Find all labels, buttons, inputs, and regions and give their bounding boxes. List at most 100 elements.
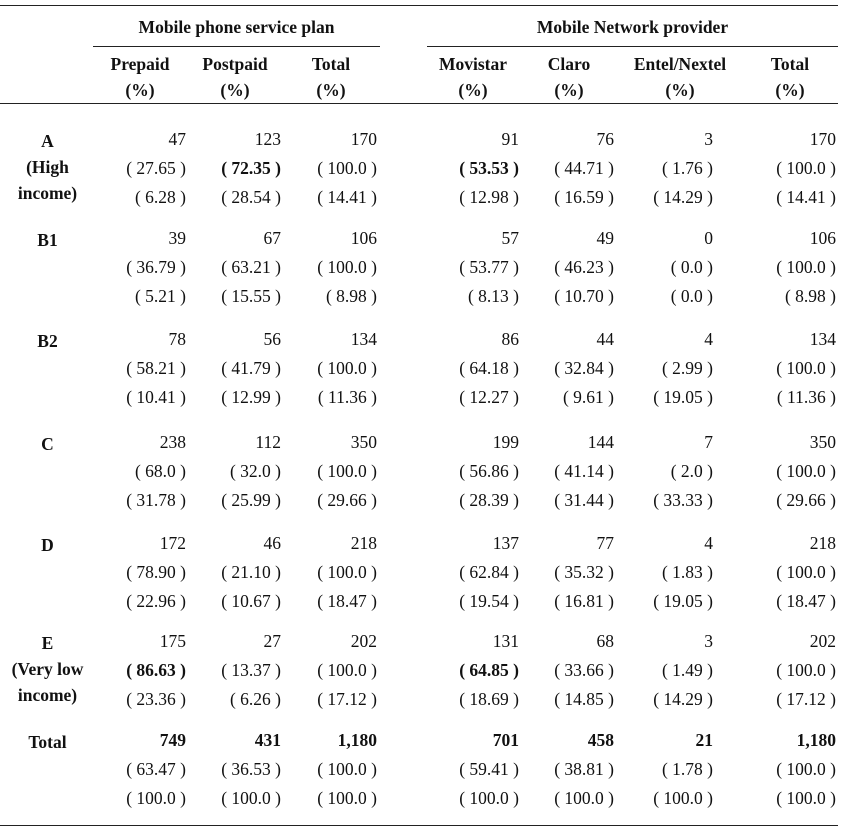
count-cell: 123 xyxy=(254,129,281,149)
count-cell: 46 xyxy=(263,533,282,553)
column-percent-cell: ( 100.0 ) xyxy=(554,788,614,808)
count-cell: 21 xyxy=(695,730,714,750)
column-header-unit: (%) xyxy=(125,80,155,100)
column-percent-cell: ( 100.0 ) xyxy=(653,788,713,808)
count-cell: 57 xyxy=(501,228,520,248)
row-label: D xyxy=(0,532,95,558)
column-percent-cell: ( 100.0 ) xyxy=(317,788,377,808)
column-percent-cell: ( 14.29 ) xyxy=(653,689,713,709)
column-percent-cell: ( 18.69 ) xyxy=(459,689,519,709)
column-percent-cell: ( 31.78 ) xyxy=(126,490,186,510)
column-header: Total (%) xyxy=(730,51,850,103)
count-cell: 170 xyxy=(350,129,377,149)
row-label-line: B1 xyxy=(37,230,58,250)
count-cell: 218 xyxy=(350,533,377,553)
count-cell: 144 xyxy=(587,432,614,452)
column-header-unit: (%) xyxy=(220,80,250,100)
row-percent-cell: ( 35.32 ) xyxy=(554,562,614,582)
row-percent-cell: ( 64.85 ) xyxy=(459,660,519,680)
column-percent-cell: ( 25.99 ) xyxy=(221,490,281,510)
column-header: Postpaid (%) xyxy=(175,51,295,103)
count-cell: 701 xyxy=(492,730,519,750)
top-rule xyxy=(0,5,838,6)
row-label-line: A xyxy=(41,131,54,151)
count-cell: 175 xyxy=(159,631,186,651)
row-percent-cell: ( 44.71 ) xyxy=(554,158,614,178)
count-cell: 238 xyxy=(159,432,186,452)
row-label-line: B2 xyxy=(37,331,58,351)
column-percent-cell: ( 100.0 ) xyxy=(776,788,836,808)
column-percent-cell: ( 15.55 ) xyxy=(221,286,281,306)
row-percent-cell: ( 100.0 ) xyxy=(776,158,836,178)
column-header: Claro (%) xyxy=(509,51,629,103)
row-percent-cell: ( 68.0 ) xyxy=(134,461,186,481)
column-header-unit: (%) xyxy=(554,80,584,100)
count-cell: 78 xyxy=(168,329,187,349)
row-percent-cell: ( 100.0 ) xyxy=(317,660,377,680)
column-percent-cell: ( 29.66 ) xyxy=(776,490,836,510)
row-label: E (Very low income) xyxy=(0,630,95,708)
column-percent-cell: ( 9.61 ) xyxy=(562,387,614,407)
column-header-name: Total xyxy=(770,54,810,74)
column-percent-cell: ( 12.27 ) xyxy=(459,387,519,407)
column-header-name: Claro xyxy=(547,54,591,74)
column-percent-cell: ( 8.98 ) xyxy=(784,286,836,306)
count-cell: 27 xyxy=(263,631,282,651)
group-header-provider: Mobile Network provider xyxy=(536,17,729,37)
row-percent-cell: ( 1.83 ) xyxy=(661,562,713,582)
row-percent-cell: ( 0.0 ) xyxy=(670,257,713,277)
count-cell: 106 xyxy=(350,228,377,248)
row-percent-cell: ( 63.47 ) xyxy=(126,759,186,779)
column-percent-cell: ( 28.54 ) xyxy=(221,187,281,207)
count-cell: 3 xyxy=(704,129,713,149)
count-cell: 0 xyxy=(704,228,713,248)
count-cell: 47 xyxy=(168,129,187,149)
column-header: Prepaid (%) xyxy=(80,51,200,103)
count-cell: 131 xyxy=(492,631,519,651)
column-header-name: Movistar xyxy=(438,54,508,74)
row-percent-cell: ( 36.53 ) xyxy=(221,759,281,779)
row-percent-cell: ( 100.0 ) xyxy=(317,461,377,481)
row-percent-cell: ( 72.35 ) xyxy=(221,158,281,178)
row-percent-cell: ( 64.18 ) xyxy=(459,358,519,378)
column-percent-cell: ( 19.05 ) xyxy=(653,591,713,611)
count-cell: 1,180 xyxy=(796,730,836,750)
row-label: Total xyxy=(0,729,95,755)
column-header-unit: (%) xyxy=(458,80,488,100)
count-cell: 202 xyxy=(350,631,377,651)
row-percent-cell: ( 59.41 ) xyxy=(459,759,519,779)
column-percent-cell: ( 10.41 ) xyxy=(126,387,186,407)
row-label-line: C xyxy=(41,434,54,454)
row-percent-cell: ( 100.0 ) xyxy=(317,759,377,779)
row-percent-cell: ( 100.0 ) xyxy=(776,461,836,481)
row-percent-cell: ( 62.84 ) xyxy=(459,562,519,582)
row-percent-cell: ( 100.0 ) xyxy=(317,358,377,378)
column-percent-cell: ( 14.41 ) xyxy=(776,187,836,207)
row-percent-cell: ( 32.0 ) xyxy=(229,461,281,481)
count-cell: 39 xyxy=(168,228,187,248)
count-cell: 76 xyxy=(596,129,615,149)
column-header-name: Prepaid xyxy=(110,54,170,74)
row-percent-cell: ( 53.53 ) xyxy=(459,158,519,178)
count-cell: 44 xyxy=(596,329,615,349)
count-cell: 199 xyxy=(492,432,519,452)
row-percent-cell: ( 27.65 ) xyxy=(126,158,186,178)
row-percent-cell: ( 63.21 ) xyxy=(221,257,281,277)
column-percent-cell: ( 19.54 ) xyxy=(459,591,519,611)
row-percent-cell: ( 78.90 ) xyxy=(126,562,186,582)
row-percent-cell: ( 32.84 ) xyxy=(554,358,614,378)
row-label-line: income) xyxy=(17,685,78,705)
column-percent-cell: ( 14.29 ) xyxy=(653,187,713,207)
column-percent-cell: ( 18.47 ) xyxy=(317,591,377,611)
row-percent-cell: ( 100.0 ) xyxy=(776,257,836,277)
row-percent-cell: ( 13.37 ) xyxy=(221,660,281,680)
count-cell: 350 xyxy=(809,432,836,452)
row-percent-cell: ( 86.63 ) xyxy=(126,660,186,680)
row-label: B2 xyxy=(0,328,95,354)
column-percent-cell: ( 100.0 ) xyxy=(459,788,519,808)
column-percent-cell: ( 18.47 ) xyxy=(776,591,836,611)
group-rule-plan xyxy=(93,46,380,47)
row-percent-cell: ( 36.79 ) xyxy=(126,257,186,277)
row-label: A (High income) xyxy=(0,128,95,206)
